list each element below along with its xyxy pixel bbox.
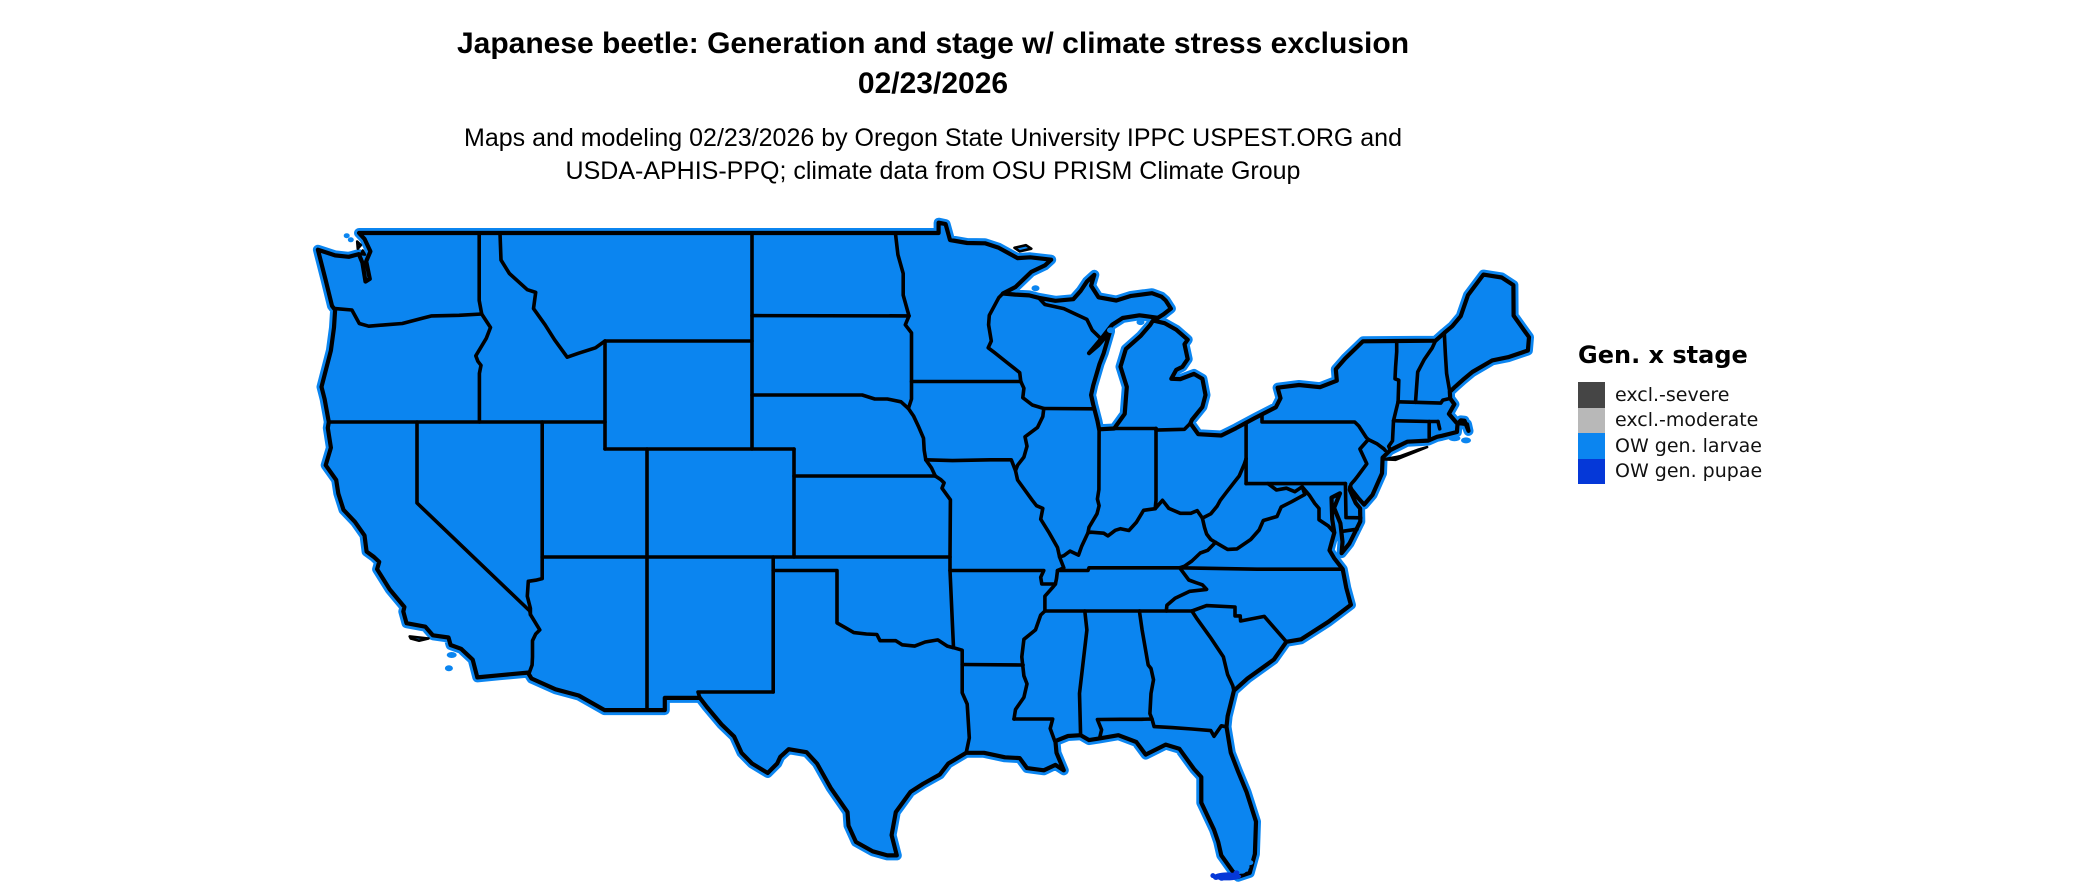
state-border — [1095, 717, 1229, 741]
state-border — [933, 474, 972, 755]
state-border — [906, 406, 928, 462]
legend-item-ow-pupae: OW gen. pupae — [1578, 458, 1763, 484]
state-border — [1366, 437, 1387, 453]
state-border — [1343, 481, 1363, 520]
legend-swatch-excl-moderate — [1578, 407, 1605, 433]
state-border — [1442, 331, 1452, 394]
coastal-islet — [1237, 867, 1246, 874]
state-border — [477, 231, 484, 316]
state-border — [498, 231, 607, 359]
figure-title-date: 02/23/2026 — [857, 67, 1009, 100]
florida-keys-pupae — [1233, 870, 1240, 876]
state-border — [1391, 418, 1440, 424]
state-border — [1055, 566, 1182, 573]
state-border — [948, 568, 1058, 586]
state-border — [1386, 400, 1400, 452]
legend-item-excl-severe: excl.-severe — [1578, 382, 1762, 408]
state-border — [333, 306, 484, 328]
island — [355, 240, 363, 250]
state-border — [986, 291, 1023, 384]
state-border — [750, 393, 911, 411]
florida-keys-pupae — [1218, 875, 1225, 881]
state-border — [1413, 338, 1438, 405]
state-border — [474, 312, 493, 424]
us-landmass — [315, 220, 1532, 879]
state-border — [1200, 516, 1218, 545]
state-border — [1396, 396, 1452, 405]
coastal-islet — [1247, 860, 1254, 866]
state-border — [960, 662, 1025, 667]
coastal-islet — [1461, 437, 1471, 444]
legend-swatch-excl-severe — [1578, 382, 1605, 408]
coastal-islet — [1107, 327, 1115, 334]
state-border — [924, 458, 938, 478]
state-border — [1086, 427, 1101, 535]
state-border — [1190, 603, 1289, 644]
island — [1013, 243, 1033, 253]
legend-swatch-ow-pupae — [1578, 458, 1605, 484]
state-border — [1260, 412, 1371, 442]
figure-subtitle-line1: Maps and modeling 02/23/2026 by Oregon S… — [464, 124, 1402, 152]
florida-keys-pupae — [1210, 873, 1216, 879]
state-border — [1012, 379, 1066, 721]
figure-title-line1: Japanese beetle: Generation and stage w/… — [456, 27, 1410, 60]
state-border — [1190, 609, 1236, 693]
state-border — [1340, 527, 1359, 534]
state-border — [696, 690, 775, 700]
coastal-islet — [1031, 285, 1040, 292]
legend-label-excl-severe: excl.-severe — [1615, 383, 1730, 406]
legend-label-ow-larvae: OW gen. larvae — [1615, 434, 1762, 457]
state-border — [1177, 566, 1345, 571]
coastal-islet — [347, 237, 354, 243]
state-border — [1137, 609, 1156, 721]
state-border — [525, 555, 544, 617]
legend-label-excl-moderate: excl.-moderate — [1615, 409, 1759, 432]
legend-item-excl-moderate: excl.-moderate — [1578, 407, 1762, 433]
state-border — [1036, 296, 1103, 341]
state-border — [903, 314, 914, 411]
state-border — [1164, 566, 1209, 613]
state-border — [893, 231, 911, 318]
coastal-islet — [1136, 319, 1145, 326]
figure-subtitle-line2: USDA-APHIS-PPQ; climate data from OSU PR… — [565, 157, 1301, 185]
island — [359, 249, 367, 256]
state-border — [415, 420, 542, 675]
coastal-islet — [446, 652, 457, 658]
state-border — [771, 568, 956, 650]
island — [1382, 445, 1429, 462]
legend-item-ow-larvae: OW gen. larvae — [1578, 433, 1762, 459]
state-border — [1153, 426, 1158, 511]
state-border — [1213, 485, 1307, 552]
coastal-islet — [1448, 435, 1461, 442]
state-border — [924, 458, 1018, 473]
coastal-islet — [444, 665, 453, 672]
state-border — [1266, 481, 1337, 535]
state-border — [1012, 717, 1057, 743]
state-border — [1348, 437, 1371, 489]
legend-label-ow-pupae: OW gen. pupae — [1615, 460, 1763, 483]
state-border — [1393, 339, 1401, 404]
coastal-islet — [1243, 864, 1250, 870]
state-border — [1077, 609, 1089, 737]
legend-title: Gen. x stage — [1578, 341, 1748, 369]
coastal-islet — [343, 233, 350, 239]
legend-swatch-ow-larvae — [1578, 433, 1605, 459]
legend: Gen. x stage excl.-severe excl.-moderate… — [1578, 341, 1762, 484]
island — [408, 635, 430, 642]
state-border — [1436, 419, 1442, 431]
